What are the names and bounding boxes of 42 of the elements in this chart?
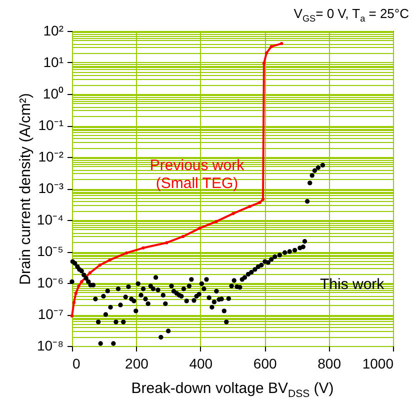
point: [198, 226, 202, 230]
point: [165, 241, 168, 244]
y-tick-label: 10¹: [43, 54, 64, 70]
point: [74, 292, 78, 295]
point: [258, 200, 262, 204]
x-tick-label: 400: [189, 356, 213, 372]
point: [88, 271, 92, 274]
x-axis-title: Break-down voltage BV$_{DSS}$ (V): [130, 380, 335, 400]
x-tick-label: 800: [318, 356, 342, 372]
y-tick-label: 10⁻³: [38, 180, 64, 196]
point: [70, 314, 74, 318]
y-tick-label: 10⁻⁴: [36, 212, 64, 228]
x-tick-label: 0: [72, 356, 80, 372]
y-tick-label: 10⁻²: [38, 148, 64, 164]
x-tick-label: 200: [125, 356, 149, 372]
point: [214, 220, 218, 224]
point: [124, 251, 128, 255]
y-tick-label: 10⁻⁸: [37, 338, 64, 354]
x-tick-label: 600: [253, 356, 277, 372]
point: [108, 258, 112, 262]
y-tick-label: 10⁰: [42, 86, 64, 102]
point: [142, 246, 145, 250]
y-tick-label: 10⁻⁶: [37, 274, 64, 290]
point: [181, 234, 185, 238]
y-tick-label: 10⁻⁵: [37, 243, 64, 259]
point: [72, 300, 76, 304]
y-tick-label: 10⁻¹: [38, 117, 64, 133]
point: [232, 212, 235, 216]
point: [98, 264, 102, 267]
point: [80, 280, 84, 284]
point: [264, 51, 268, 55]
y-tick-label: 10⁻⁷: [38, 306, 64, 322]
text: V$_{GS}$= 0 V, T$_{a}$ = 25°C: [294, 6, 409, 24]
y-axis-title: Drain current density (A/cm²): [16, 93, 34, 285]
point: [262, 62, 266, 65]
y-tick-label: 10²: [43, 22, 64, 38]
point: [77, 284, 80, 288]
x-tick-label: 1000: [362, 356, 394, 372]
point: [261, 198, 265, 201]
point: [280, 42, 284, 46]
point: [248, 204, 252, 208]
point: [270, 45, 273, 48]
